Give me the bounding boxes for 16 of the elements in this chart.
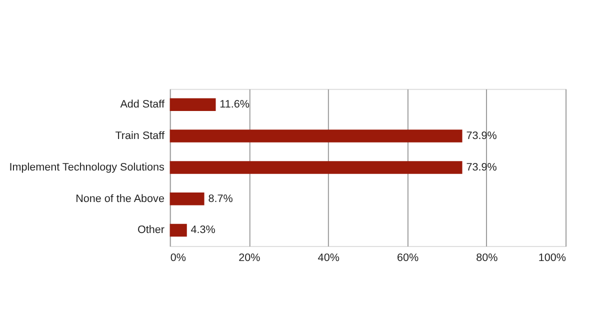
- x-tick-label: 0%: [170, 252, 186, 264]
- x-tick-label: 20%: [238, 252, 261, 264]
- y-tick-label: Train Staff: [115, 130, 166, 142]
- y-tick-label: Other: [137, 224, 165, 236]
- x-tick-label: 100%: [538, 252, 566, 264]
- x-tick-label: 40%: [318, 252, 340, 264]
- x-tick-label: 60%: [396, 252, 419, 264]
- data-label: 8.7%: [208, 192, 234, 205]
- y-tick-label: Add Staff: [120, 98, 166, 111]
- data-label: 4.3%: [190, 224, 216, 236]
- y-tick-label: Implement Technology Solutions: [9, 161, 166, 174]
- data-label: 11.6%: [220, 98, 250, 111]
- y-tick-label: None of the Above: [76, 192, 164, 205]
- data-label: 73.9%: [466, 130, 498, 142]
- data-label: 73.9%: [466, 161, 498, 174]
- x-tick-label: 80%: [476, 252, 498, 264]
